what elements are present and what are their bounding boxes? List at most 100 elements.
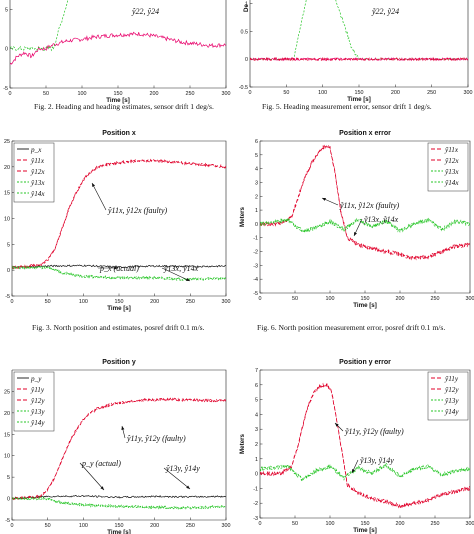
x-tick-label: 200 [396, 296, 405, 302]
x-tick-label: 250 [431, 296, 440, 302]
arrowhead [322, 198, 326, 201]
series-line-magenta [10, 31, 226, 65]
arrowhead [121, 426, 125, 430]
chart-title: Position y error [339, 359, 391, 366]
arrowhead [100, 486, 104, 490]
x-tick-label: 0 [259, 521, 262, 527]
y-tick-label: 4 [255, 167, 258, 173]
legend-label: ŷ14y [30, 419, 45, 427]
series-group [250, 0, 468, 62]
series-line-ỹ14y [260, 463, 470, 481]
y-tick-label: -3 [253, 263, 258, 269]
annotation-label: ŷ22, ŷ24 [131, 7, 159, 16]
y-tick-label: -5 [253, 291, 258, 297]
y-tick-label: 0 [245, 57, 248, 63]
x-tick-label: 200 [391, 90, 400, 96]
x-tick-label: 250 [431, 521, 440, 527]
x-axis-label: Time [s] [107, 529, 131, 534]
x-tick-label: 100 [78, 91, 87, 97]
legend-label: p_y [30, 375, 42, 383]
axes-frame [249, 0, 469, 88]
x-tick-label: 0 [259, 296, 262, 302]
annotation-label: ỹ13x, ỹ14x [363, 215, 399, 224]
y-tick-label: -3 [253, 516, 258, 522]
y-tick-label: -5 [3, 86, 8, 92]
x-axis-label: Time [s] [353, 527, 377, 534]
y-tick-label: 1 [255, 457, 258, 463]
arrowhead [354, 232, 357, 236]
x-tick-label: 0 [249, 90, 252, 96]
y-tick-label: 15 [4, 432, 10, 438]
annotation-arrow [163, 467, 191, 490]
legend-label: ŷ13y [30, 408, 45, 416]
x-tick-label: 150 [115, 523, 124, 529]
chart-title: Position x [102, 130, 136, 137]
x-tick-label: 250 [427, 90, 436, 96]
x-tick-label: 300 [222, 91, 231, 97]
arrowhead [114, 266, 118, 270]
annotation-label: ỹ22, ỹ24 [371, 7, 399, 16]
y-tick-label: -2 [253, 501, 258, 507]
x-tick-label: 200 [150, 523, 159, 529]
legend: p_x ŷ11x ŷ12x ŷ13x ŷ14x [13, 142, 55, 203]
y-tick-label: -1 [253, 236, 258, 242]
series-group [260, 382, 470, 509]
series-line-ỹ12y [260, 382, 470, 509]
legend-box [427, 142, 469, 192]
x-tick-label: 150 [115, 299, 124, 305]
y-axis-label: Meters [239, 206, 246, 227]
y-tick-label: 1 [255, 208, 258, 214]
series-line-ỹ11y [260, 383, 470, 509]
annotation-label: ỹ11y, ỹ12y (faulty) [344, 427, 404, 436]
y-tick-label: -2 [253, 250, 258, 256]
annotation-label: p_x (actual) [99, 264, 139, 273]
series-line-green [250, 0, 468, 60]
x-tick-label: 50 [43, 91, 49, 97]
legend-label: ỹ11x [444, 146, 459, 154]
y-tick-label: 20 [4, 411, 10, 417]
y-tick-label: 3 [255, 180, 258, 186]
legend-label: ỹ11y [444, 375, 459, 383]
x-tick-label: 50 [292, 521, 298, 527]
series-line-ŷ11x [12, 158, 226, 269]
series-line-ŷ12y [12, 397, 226, 501]
annotation-label: ỹ13y, ỹ14y [359, 456, 394, 465]
series-line-ỹ13y [260, 462, 470, 482]
series-group [12, 397, 226, 511]
x-tick-label: 150 [355, 90, 364, 96]
x-tick-label: 50 [45, 523, 51, 529]
y-tick-label: 25 [4, 139, 10, 145]
x-tick-label: 300 [222, 523, 231, 529]
y-tick-label: -1 [253, 486, 258, 492]
legend-label: ŷ14x [30, 190, 45, 198]
legend-label: ỹ14x [444, 179, 459, 187]
legend: p_y ŷ11y ŷ12y ŷ13y ŷ14y [13, 371, 55, 432]
x-tick-label: 300 [466, 521, 474, 527]
x-tick-label: 150 [114, 91, 123, 97]
annotation-arrow [91, 182, 107, 211]
legend-label: ỹ13x [444, 168, 459, 176]
y-tick-label: 5 [7, 242, 10, 248]
series-line-p_x [12, 264, 226, 269]
annotation-arrow [79, 462, 105, 491]
legend-label: ỹ12y [444, 386, 459, 394]
y-tick-label: 2 [255, 194, 258, 200]
series-group [260, 144, 470, 261]
legend: ỹ11x ỹ12x ỹ13x ỹ14x [427, 142, 469, 192]
series-line-ỹ13x [260, 217, 470, 234]
series-line-ŷ12x [12, 158, 226, 270]
x-tick-label: 250 [186, 91, 195, 97]
x-axis-label: Time [s] [107, 305, 131, 312]
x-tick-label: 100 [326, 521, 335, 527]
series-group [12, 158, 226, 282]
series-line-ỹ14x [260, 217, 470, 233]
x-tick-label: 50 [292, 296, 298, 302]
x-tick-label: 300 [464, 90, 473, 96]
annotation-label: ỹ11x, ỹ12x (faulty) [339, 201, 399, 210]
y-tick-label: 5 [255, 398, 258, 404]
x-tick-label: 200 [150, 299, 159, 305]
